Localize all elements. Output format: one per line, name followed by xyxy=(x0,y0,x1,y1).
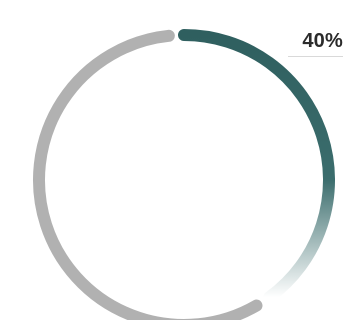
progress-label-leader-line xyxy=(288,56,343,57)
progress-percent-label: 40% xyxy=(302,30,343,52)
progress-arc xyxy=(178,29,335,304)
progress-track xyxy=(33,29,263,320)
